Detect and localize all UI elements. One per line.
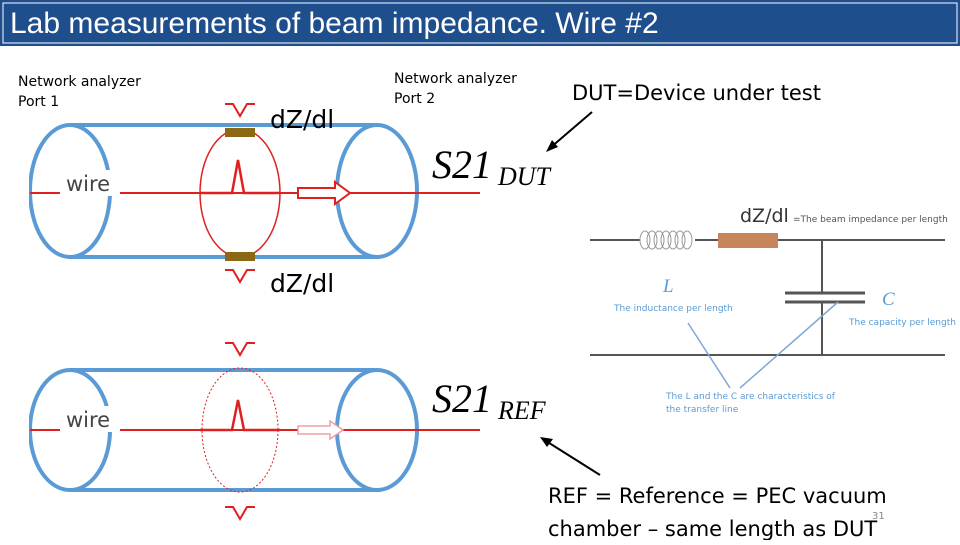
label-bg — [60, 406, 120, 432]
arrow — [549, 111, 593, 149]
arrow-head — [540, 437, 553, 447]
ref-note-2: chamber – same length as DUT — [548, 517, 877, 540]
s-subscript: REF — [497, 396, 547, 425]
circuit-l-desc: The inductance per length — [613, 304, 733, 314]
dut-note: DUT=Device under test — [572, 81, 821, 105]
title: Lab measurements of beam impedance. Wire… — [10, 7, 659, 40]
s-subscript: DUT — [497, 162, 552, 191]
lc-note-2: the transfer line — [666, 405, 739, 415]
circuit-dzdl-desc: =The beam impedance per length — [793, 215, 948, 225]
note-arrows — [687, 301, 839, 389]
pulse — [200, 399, 280, 432]
port2-line1: Network analyzer — [394, 71, 517, 87]
title-bar — [0, 0, 960, 46]
circuit — [590, 239, 945, 356]
port2-line2: Port 2 — [394, 91, 435, 107]
circuit-c: C — [882, 289, 895, 310]
title-frame — [2, 2, 958, 44]
port1-line1: Network analyzer — [18, 74, 141, 90]
probe-symbols — [225, 342, 255, 521]
label-bg — [60, 170, 120, 196]
ref-note-1: REF = Reference = PEC vacuum — [548, 484, 887, 508]
mask — [0, 368, 29, 492]
impedance-bottom: dZ/dl — [270, 269, 334, 298]
direction-arrow — [297, 180, 352, 206]
probe-symbols — [225, 103, 255, 284]
arrow — [545, 440, 601, 476]
resistor — [718, 233, 778, 248]
gap-top — [225, 128, 255, 137]
lc-note-1: The L and the C are characteristics of — [665, 392, 836, 402]
wire-label: wire — [66, 172, 110, 196]
wire-label: wire — [66, 408, 110, 432]
port1-line2: Port 1 — [18, 94, 59, 110]
circuit-dzdl: dZ/dl — [740, 205, 789, 227]
s-param: S21 — [432, 142, 492, 187]
mask — [0, 124, 29, 258]
s-param: S21 — [432, 376, 492, 421]
pulse — [200, 159, 280, 195]
gap-bottom — [225, 252, 255, 261]
page-number: 31 — [872, 511, 885, 522]
direction-arrow — [297, 419, 345, 441]
arrow-head — [546, 140, 558, 152]
circuit-c-desc: The capacity per length — [848, 318, 956, 328]
impedance-top: dZ/dl — [270, 105, 334, 134]
inductor — [639, 230, 693, 250]
circuit-l: L — [662, 276, 674, 297]
